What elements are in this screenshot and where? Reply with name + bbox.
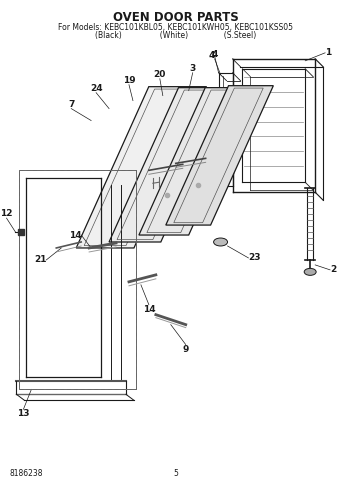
Text: 20: 20 <box>154 70 166 79</box>
Text: 13: 13 <box>17 409 30 418</box>
Ellipse shape <box>214 238 228 246</box>
Polygon shape <box>139 88 255 235</box>
Text: 12: 12 <box>0 209 13 218</box>
Text: 1: 1 <box>325 48 331 57</box>
Ellipse shape <box>304 269 316 275</box>
Text: 3: 3 <box>190 64 196 73</box>
Text: 21: 21 <box>34 256 46 264</box>
Text: 24: 24 <box>90 84 103 93</box>
Polygon shape <box>109 88 230 242</box>
Text: 5: 5 <box>173 469 178 478</box>
Text: 14: 14 <box>69 230 81 240</box>
Polygon shape <box>166 85 273 225</box>
Text: 4: 4 <box>211 50 218 59</box>
Text: 14: 14 <box>142 305 155 314</box>
Text: For Models: KEBC101KBL05, KEBC101KWH05, KEBC101KSS05: For Models: KEBC101KBL05, KEBC101KWH05, … <box>58 23 293 32</box>
Text: OVEN DOOR PARTS: OVEN DOOR PARTS <box>113 11 239 24</box>
Text: 9: 9 <box>183 344 189 354</box>
Polygon shape <box>76 86 206 248</box>
Text: 23: 23 <box>248 254 261 262</box>
Text: (Black)                (White)               (S.Steel): (Black) (White) (S.Steel) <box>95 31 257 40</box>
Text: 2: 2 <box>330 265 336 274</box>
Text: 4: 4 <box>208 51 215 60</box>
Text: 19: 19 <box>122 76 135 85</box>
Text: 7: 7 <box>68 99 75 109</box>
Text: 8186238: 8186238 <box>9 469 43 478</box>
